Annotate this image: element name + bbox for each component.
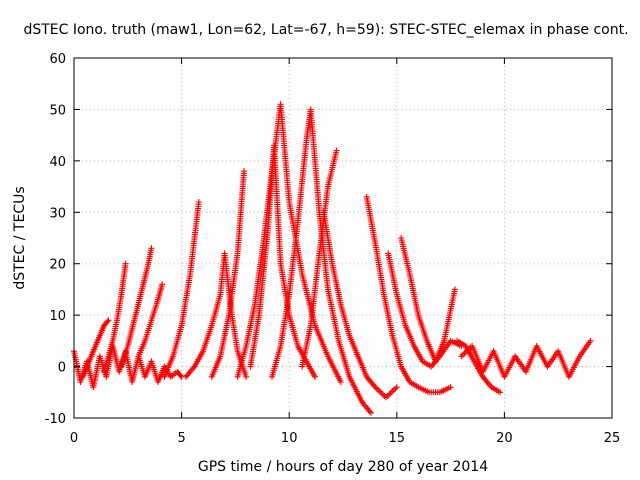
y-tick-label: 20 bbox=[49, 258, 66, 273]
x-tick-label: 10 bbox=[281, 431, 298, 446]
series-arc-7 bbox=[208, 168, 248, 380]
marker bbox=[387, 390, 394, 397]
data-point bbox=[497, 389, 504, 396]
data-point bbox=[105, 317, 112, 324]
y-tick-label: 50 bbox=[49, 103, 66, 118]
marker bbox=[375, 387, 382, 394]
axis-ticks: 0 5 10 15 20 25 -10 0 10 20 30 40 50 60 bbox=[45, 52, 621, 446]
y-tick-label: -10 bbox=[45, 412, 66, 427]
marker bbox=[459, 351, 466, 358]
data-point bbox=[241, 168, 248, 175]
y-tick-label: 0 bbox=[58, 361, 66, 376]
x-tick-label: 0 bbox=[70, 431, 78, 446]
data-point bbox=[337, 379, 344, 385]
series-arc-2 bbox=[101, 260, 129, 375]
data-point bbox=[587, 337, 594, 344]
data-point bbox=[367, 409, 374, 416]
marker bbox=[390, 387, 397, 394]
data-point bbox=[451, 286, 458, 293]
x-tick-label: 15 bbox=[389, 431, 406, 446]
series-arc-9 bbox=[247, 142, 319, 380]
marker bbox=[392, 385, 399, 392]
data-point bbox=[122, 260, 129, 267]
x-axis-label: GPS time / hours of day 280 of year 2014 bbox=[198, 459, 488, 475]
marker bbox=[104, 318, 111, 325]
x-tick-label: 5 bbox=[177, 431, 185, 446]
marker bbox=[373, 385, 380, 392]
data-point bbox=[447, 384, 454, 391]
data-point bbox=[333, 147, 340, 154]
data-points bbox=[71, 101, 594, 416]
marker bbox=[378, 390, 385, 397]
marker bbox=[386, 391, 393, 398]
data-point bbox=[312, 373, 319, 380]
x-tick-label: 25 bbox=[604, 431, 621, 446]
data-point bbox=[243, 373, 250, 380]
y-tick-label: 40 bbox=[49, 155, 66, 170]
data-point bbox=[159, 281, 166, 288]
series-arc-15 bbox=[398, 235, 458, 365]
x-tick-label: 20 bbox=[496, 431, 513, 446]
marker bbox=[177, 372, 184, 379]
marker bbox=[389, 388, 396, 395]
series-arc-4 bbox=[135, 281, 166, 360]
series-noise-late bbox=[458, 337, 594, 380]
data-point bbox=[195, 199, 202, 205]
data-point bbox=[148, 245, 155, 252]
y-tick-label: 30 bbox=[49, 206, 66, 221]
plot-frame bbox=[73, 57, 613, 419]
series-arc-1 bbox=[79, 317, 112, 380]
series-arc-10 bbox=[268, 106, 374, 416]
chart-title: dSTEC Iono. truth (maw1, Lon=62, Lat=-67… bbox=[23, 22, 628, 38]
data-point bbox=[383, 394, 390, 401]
series-arc-13 bbox=[363, 193, 454, 396]
series-arc-12 bbox=[320, 209, 400, 401]
series-arc-5 bbox=[161, 199, 202, 380]
y-tick-label: 10 bbox=[49, 309, 66, 324]
marker bbox=[379, 391, 386, 398]
y-axis-label: dSTEC / TECUs bbox=[12, 186, 28, 289]
series-arc-6 bbox=[182, 250, 250, 380]
marker bbox=[384, 392, 391, 399]
data-point bbox=[458, 353, 465, 360]
y-tick-label: 60 bbox=[49, 52, 66, 67]
series-arc-3 bbox=[118, 245, 155, 370]
marker bbox=[376, 388, 383, 395]
data-point bbox=[393, 384, 400, 391]
